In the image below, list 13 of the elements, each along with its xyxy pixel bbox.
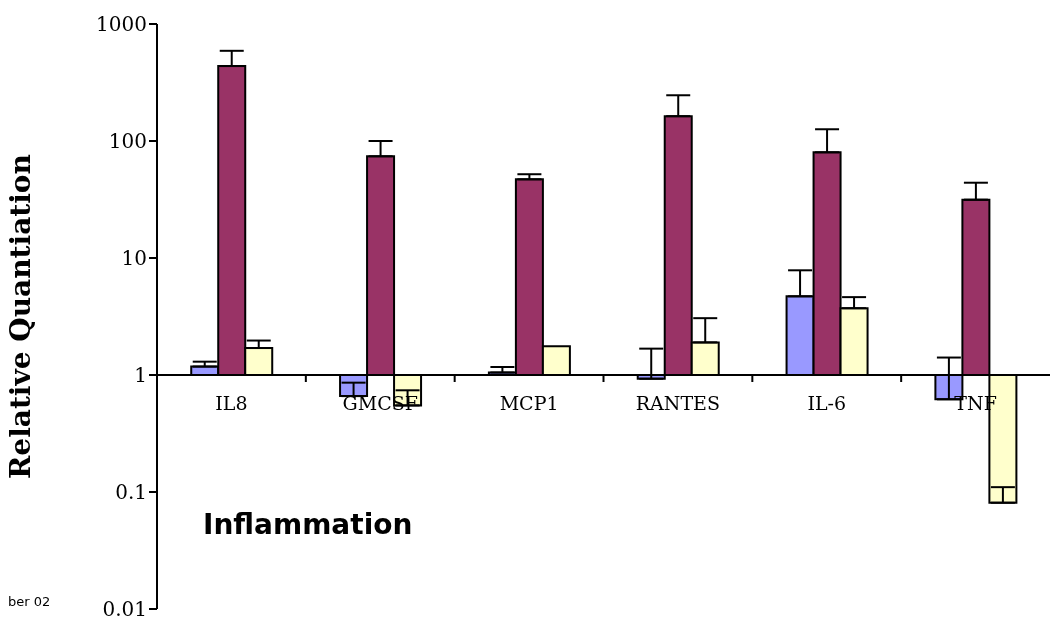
text: ber 02	[8, 594, 51, 609]
x-tick-label: IL8	[215, 392, 248, 414]
y-tick-label: 10	[121, 246, 147, 271]
x-tick-label: MCP1	[499, 392, 559, 414]
y-tick-label: 0.01	[102, 597, 147, 622]
y-tick-label: 1000	[96, 12, 147, 37]
x-tick-label: RANTES	[635, 392, 721, 414]
annotation: Inflammation	[203, 508, 413, 541]
x-tick-label: IL-6	[807, 392, 847, 414]
y-tick-label: 100	[108, 129, 147, 154]
y-tick-label: 0.1	[115, 480, 147, 505]
y-tick-label: 1	[134, 363, 147, 388]
y-axis-title: Relative Quantiation	[3, 154, 37, 479]
